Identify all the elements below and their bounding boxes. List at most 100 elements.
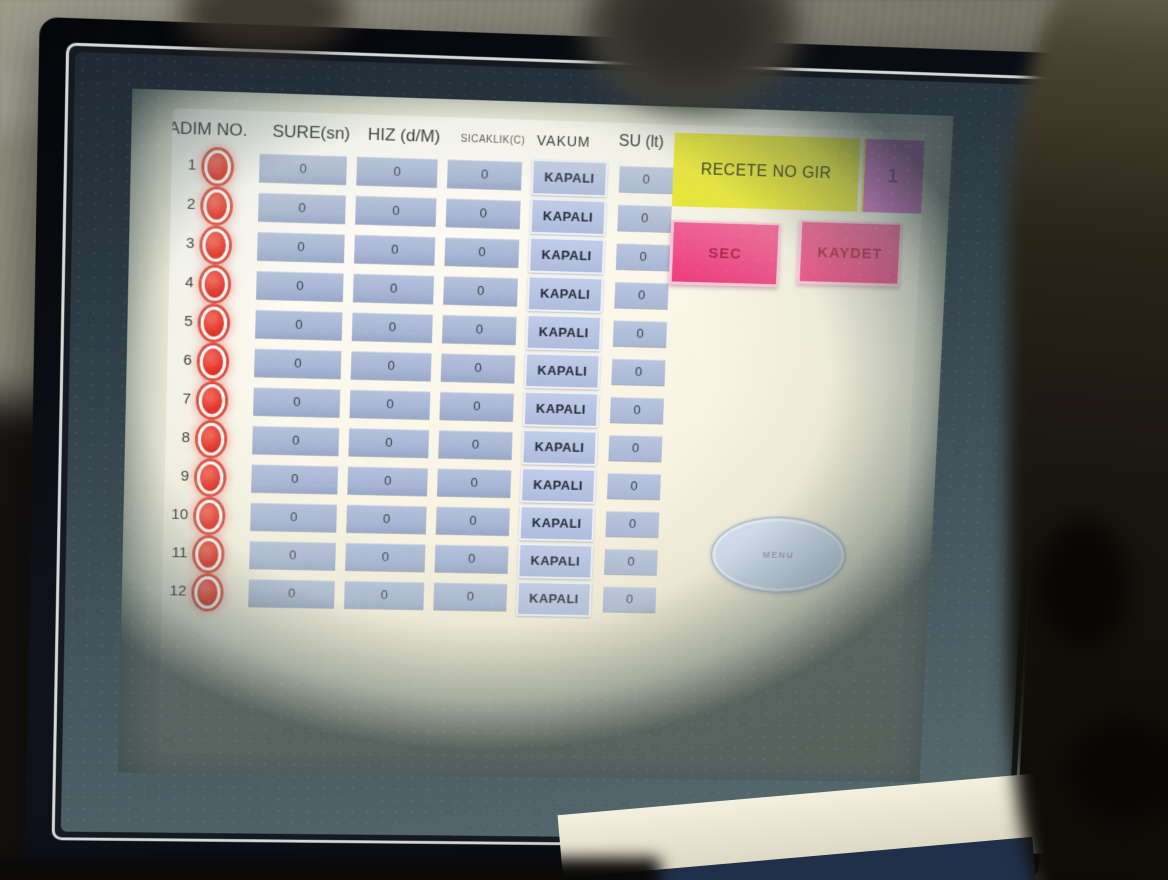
sure-cell[interactable]: 0	[258, 192, 346, 224]
hiz-cell[interactable]: 0	[354, 234, 436, 265]
step-number: 1	[187, 156, 197, 174]
hiz-cell[interactable]: 0	[351, 312, 433, 343]
hiz-cell[interactable]: 0	[348, 428, 430, 458]
hiz-cell[interactable]: 0	[356, 156, 438, 188]
sec-button[interactable]: SEC	[668, 220, 781, 288]
step-indicator-light	[197, 422, 225, 456]
column-header-sicaklik: SICAKLIK(C)	[460, 133, 526, 147]
sicaklik-cell[interactable]: 0	[439, 391, 514, 422]
recipe-no-enter-button[interactable]: RECETE NO GIR	[671, 132, 861, 212]
vakum-toggle-button[interactable]: KAPALI	[517, 543, 594, 580]
shadow-bottom	[0, 858, 660, 880]
hiz-cell[interactable]: 0	[346, 504, 427, 534]
step-indicator-light	[199, 345, 227, 379]
hiz-cell[interactable]: 0	[355, 195, 437, 227]
sicaklik-cell[interactable]: 0	[446, 159, 523, 190]
su-cell[interactable]: 0	[608, 434, 663, 462]
vakum-toggle-button[interactable]: KAPALI	[524, 352, 601, 390]
su-cell[interactable]: 0	[606, 473, 661, 500]
monitor-bezel: ADIM NO. SURE(sn) HIZ (d/M) SICAKLIK(C) …	[60, 51, 1049, 842]
sicaklik-cell[interactable]: 0	[436, 468, 512, 498]
sicaklik-cell[interactable]: 0	[435, 506, 510, 536]
sicaklik-cell[interactable]: 0	[440, 353, 516, 383]
step-indicator-light	[200, 306, 228, 340]
column-header-su: SU (lt)	[618, 132, 665, 152]
hiz-cell[interactable]: 0	[345, 542, 426, 572]
step-number: 3	[185, 234, 195, 253]
menu-button[interactable]: MENU	[708, 515, 849, 595]
sure-cell[interactable]: 0	[252, 425, 340, 456]
su-cell[interactable]: 0	[603, 548, 658, 575]
vakum-toggle-button[interactable]: KAPALI	[530, 159, 609, 198]
step-indicator-light	[201, 267, 229, 302]
sure-cell[interactable]: 0	[251, 464, 339, 494]
step-indicator-light	[194, 576, 221, 609]
sicaklik-cell[interactable]: 0	[443, 276, 518, 306]
sure-cell[interactable]: 0	[259, 153, 347, 185]
hmi-screen: ADIM NO. SURE(sn) HIZ (d/M) SICAKLIK(C) …	[118, 88, 954, 782]
step-indicator-light	[203, 149, 232, 184]
step-number: 7	[182, 390, 192, 408]
hiz-cell[interactable]: 0	[352, 273, 435, 304]
monitor-bezel-line: ADIM NO. SURE(sn) HIZ (d/M) SICAKLIK(C) …	[51, 42, 1058, 850]
column-header-hiz: HIZ (d/M)	[367, 124, 441, 147]
hiz-cell[interactable]: 0	[347, 466, 428, 496]
step-indicator-light	[194, 537, 222, 571]
vakum-toggle-button[interactable]: KAPALI	[515, 580, 592, 618]
hiz-cell[interactable]: 0	[344, 580, 425, 610]
step-indicator-light	[203, 189, 231, 224]
step-number: 8	[181, 429, 191, 447]
sure-cell[interactable]: 0	[248, 579, 335, 608]
step-number: 10	[171, 505, 189, 524]
su-cell[interactable]: 0	[614, 281, 669, 309]
sicaklik-cell[interactable]: 0	[433, 582, 508, 611]
su-cell[interactable]: 0	[615, 243, 671, 271]
step-number: 4	[184, 273, 194, 292]
sure-cell[interactable]: 0	[257, 231, 345, 263]
vakum-toggle-button[interactable]: KAPALI	[521, 429, 598, 466]
hmi-monitor: ADIM NO. SURE(sn) HIZ (d/M) SICAKLIK(C) …	[24, 16, 1085, 880]
sure-cell[interactable]: 0	[255, 309, 343, 340]
sure-cell[interactable]: 0	[249, 540, 336, 570]
vakum-toggle-button[interactable]: KAPALI	[525, 314, 603, 352]
su-cell[interactable]: 0	[609, 396, 665, 424]
sicaklik-cell[interactable]: 0	[445, 198, 521, 229]
step-indicator-light	[196, 461, 224, 495]
su-cell[interactable]: 0	[617, 204, 672, 232]
su-cell[interactable]: 0	[605, 510, 660, 538]
step-indicator-light	[195, 499, 223, 533]
sicaklik-cell[interactable]: 0	[434, 544, 509, 574]
vakum-toggle-button[interactable]: KAPALI	[528, 236, 606, 275]
step-number: 6	[183, 351, 192, 369]
vakum-toggle-button[interactable]: KAPALI	[519, 467, 597, 504]
sicaklik-cell[interactable]: 0	[441, 314, 517, 345]
su-cell[interactable]: 0	[618, 165, 674, 194]
su-cell[interactable]: 0	[612, 320, 668, 348]
sure-cell[interactable]: 0	[253, 387, 341, 417]
vakum-toggle-button[interactable]: KAPALI	[522, 390, 600, 428]
step-number: 5	[183, 312, 193, 331]
su-cell[interactable]: 0	[602, 586, 657, 613]
step-number: 2	[186, 195, 196, 213]
sicaklik-cell[interactable]: 0	[444, 237, 520, 268]
foreground-dark-spot	[1038, 520, 1128, 650]
su-cell[interactable]: 0	[611, 358, 666, 386]
hiz-cell[interactable]: 0	[349, 389, 431, 420]
vakum-toggle-button[interactable]: KAPALI	[526, 275, 604, 314]
vakum-toggle-button[interactable]: KAPALI	[518, 505, 595, 542]
recipe-no-value-field[interactable]: 1	[860, 138, 925, 214]
vakum-toggle-button[interactable]: KAPALI	[529, 197, 607, 236]
step-number: 9	[180, 467, 190, 485]
sure-cell[interactable]: 0	[256, 270, 344, 302]
sure-cell[interactable]: 0	[250, 502, 338, 532]
step-rows: 1 0 0 0 KAPALI 0 2 0 0 0 KAPALI 0 3 0 0 …	[162, 147, 696, 621]
kaydet-button[interactable]: KAYDET	[796, 219, 903, 287]
foreground-object-right	[1008, 0, 1168, 880]
step-indicator-light	[198, 383, 226, 418]
column-header-adim-no: ADIM NO.	[168, 118, 248, 140]
hiz-cell[interactable]: 0	[350, 351, 432, 381]
foreground-dark-spot	[1068, 720, 1168, 820]
sicaklik-cell[interactable]: 0	[438, 430, 513, 460]
sure-cell[interactable]: 0	[254, 348, 342, 379]
